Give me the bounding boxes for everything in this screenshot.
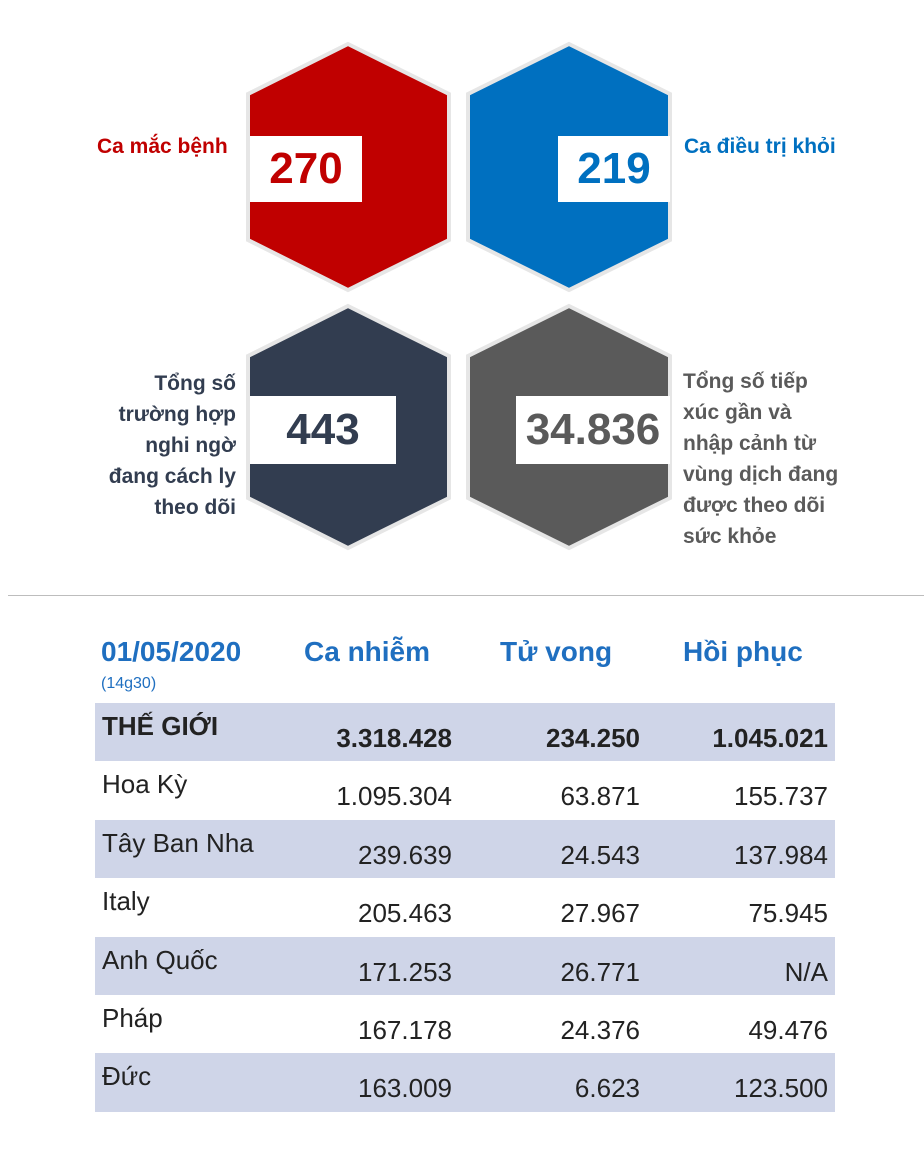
monitored-label-line: nhập cảnh từ <box>683 432 817 455</box>
recovered-cell: 1.045.021 <box>712 723 828 753</box>
suspected-label-line: trường hợp <box>118 403 236 426</box>
suspected-label-line: Tổng số <box>154 372 236 395</box>
cases-label: Ca mắc bệnh <box>97 135 228 158</box>
recovered-cell: 137.984 <box>734 839 828 870</box>
table-time: (14g30) <box>101 675 157 692</box>
recovered-cell: N/A <box>784 956 828 987</box>
country-name: Đức <box>102 1061 152 1092</box>
table-row: Hoa Kỳ 1.095.304 63.871 155.737 <box>95 761 835 819</box>
monitored-label-line: xúc gần và <box>683 401 792 424</box>
recovered-label: Ca điều trị khỏi <box>684 135 836 158</box>
country-name: Italy <box>102 886 150 917</box>
cases-cell: 167.178 <box>358 1014 452 1045</box>
cases-cell: 3.318.428 <box>336 723 452 753</box>
deaths-cell: 6.623 <box>574 1073 640 1104</box>
recovered-cell: 75.945 <box>748 898 828 929</box>
deaths-cell: 27.967 <box>560 898 640 929</box>
country-name: Hoa Kỳ <box>102 769 188 800</box>
country-name: Anh Quốc <box>102 944 218 975</box>
monitored-label: Tổng số tiếp xúc gần và nhập cảnh từ vùn… <box>683 366 883 552</box>
deaths-cell: 63.871 <box>560 781 640 812</box>
header-deaths: Tử vong <box>500 636 613 667</box>
recovered-cell: 49.476 <box>748 1014 828 1045</box>
cases-cell: 205.463 <box>358 898 452 929</box>
country-name: Pháp <box>102 1002 163 1033</box>
deaths-cell: 26.771 <box>560 956 640 987</box>
cases-cell: 239.639 <box>358 839 452 870</box>
suspected-label: Tổng số trường hợp nghi ngờ đang cách ly… <box>60 368 236 523</box>
suspected-label-line: đang cách ly <box>108 465 236 488</box>
cases-cell: 1.095.304 <box>336 781 452 812</box>
section-divider <box>8 595 924 596</box>
table-row: Đức 163.009 6.623 123.500 <box>95 1053 835 1112</box>
deaths-cell: 24.376 <box>560 1014 640 1045</box>
country-name: THẾ GIỚI <box>102 711 219 741</box>
table-row: Pháp 167.178 24.376 49.476 <box>95 995 835 1053</box>
suspected-value: 443 <box>250 396 396 464</box>
deaths-cell: 24.543 <box>560 839 640 870</box>
table-date: 01/05/2020 <box>101 636 242 667</box>
table-row: Anh Quốc 171.253 26.771 N/A <box>95 936 835 995</box>
suspected-label-line: nghi ngờ <box>145 434 236 457</box>
header-cases: Ca nhiễm <box>304 636 431 667</box>
suspected-label-line: theo dõi <box>154 496 236 519</box>
table-row: THẾ GIỚI 3.318.428 234.250 1.045.021 <box>95 703 835 762</box>
monitored-label-line: sức khỏe <box>683 525 777 548</box>
monitored-label-line: vùng dịch đang <box>683 463 839 486</box>
monitored-value: 34.836 <box>516 396 670 464</box>
recovered-value: 219 <box>558 136 670 202</box>
monitored-label-line: được theo dõi <box>683 494 826 517</box>
recovered-cell: 123.500 <box>734 1073 828 1104</box>
stats-table: THẾ GIỚI 3.318.428 234.250 1.045.021 Hoa… <box>95 703 835 1112</box>
cases-cell: 163.009 <box>358 1073 452 1104</box>
header-recovered: Hồi phục <box>683 636 803 667</box>
monitored-label-line: Tổng số tiếp <box>683 370 808 393</box>
deaths-cell: 234.250 <box>546 723 640 753</box>
cases-value: 270 <box>250 136 362 202</box>
table-row: Italy 205.463 27.967 75.945 <box>95 878 835 936</box>
country-name: Tây Ban Nha <box>102 827 254 858</box>
table-row: Tây Ban Nha 239.639 24.543 137.984 <box>95 819 835 879</box>
cases-cell: 171.253 <box>358 956 452 987</box>
recovered-cell: 155.737 <box>734 781 828 812</box>
